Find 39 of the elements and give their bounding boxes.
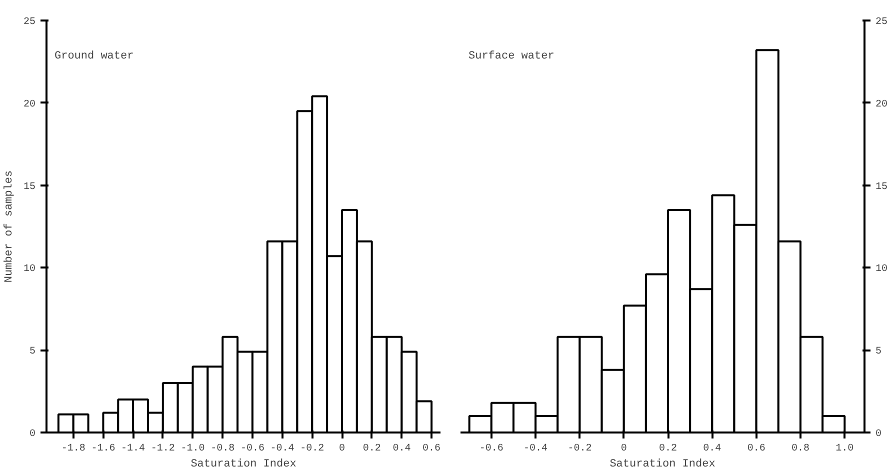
x-tick-label: 0.4: [703, 444, 722, 454]
x-tick-label: 0: [620, 444, 627, 454]
x-tick-label: 0.2: [659, 444, 678, 454]
y-tick-label: 5: [30, 346, 36, 358]
x-tick-label: 0.6: [422, 444, 441, 454]
y-tick-label: 0: [30, 429, 36, 440]
y-tick-label: 15: [876, 182, 888, 193]
x-tick-label: -0.4: [270, 444, 294, 454]
y-tick-label: 20: [876, 99, 888, 110]
x-tick-label: 0.6: [747, 444, 766, 454]
y-tick-label: 0: [876, 429, 882, 440]
x-tick-label: -0.4: [524, 444, 548, 454]
y-tick-label: 5: [876, 346, 882, 358]
x-tick-label: 0: [339, 444, 346, 454]
x-tick-label: 1.0: [836, 444, 854, 454]
x-tick-label: -0.2: [300, 444, 324, 454]
x-tick-label: -1.4: [121, 444, 146, 454]
y-tick-label: 25: [876, 17, 888, 28]
y-axis-title: Number of samples: [4, 170, 16, 283]
x-tick-label: -1.2: [150, 444, 175, 454]
x-tick-label: 0.4: [392, 444, 411, 454]
annotation: Ground water: [54, 50, 134, 62]
y-tick-label: 15: [24, 182, 36, 193]
x-tick-label: -1.0: [180, 444, 205, 454]
y-tick-label: 20: [24, 99, 36, 110]
x-tick-label: 0.2: [362, 444, 381, 454]
x-tick-label: -0.6: [479, 444, 504, 454]
x-axis-title: Saturation Index: [610, 458, 716, 470]
x-tick-label: -0.2: [568, 444, 592, 454]
x-tick-label: 0.8: [791, 444, 810, 454]
x-tick-label: -0.6: [240, 444, 264, 454]
x-tick-label: -1.8: [61, 444, 86, 454]
x-tick-label: -1.6: [91, 444, 116, 454]
y-tick-label: 25: [24, 17, 36, 28]
annotation: Surface water: [468, 50, 554, 62]
y-tick-label: 10: [24, 264, 36, 276]
y-tick-label: 10: [876, 264, 888, 276]
x-tick-label: -0.8: [210, 444, 235, 454]
x-axis-title: Saturation Index: [190, 458, 297, 470]
